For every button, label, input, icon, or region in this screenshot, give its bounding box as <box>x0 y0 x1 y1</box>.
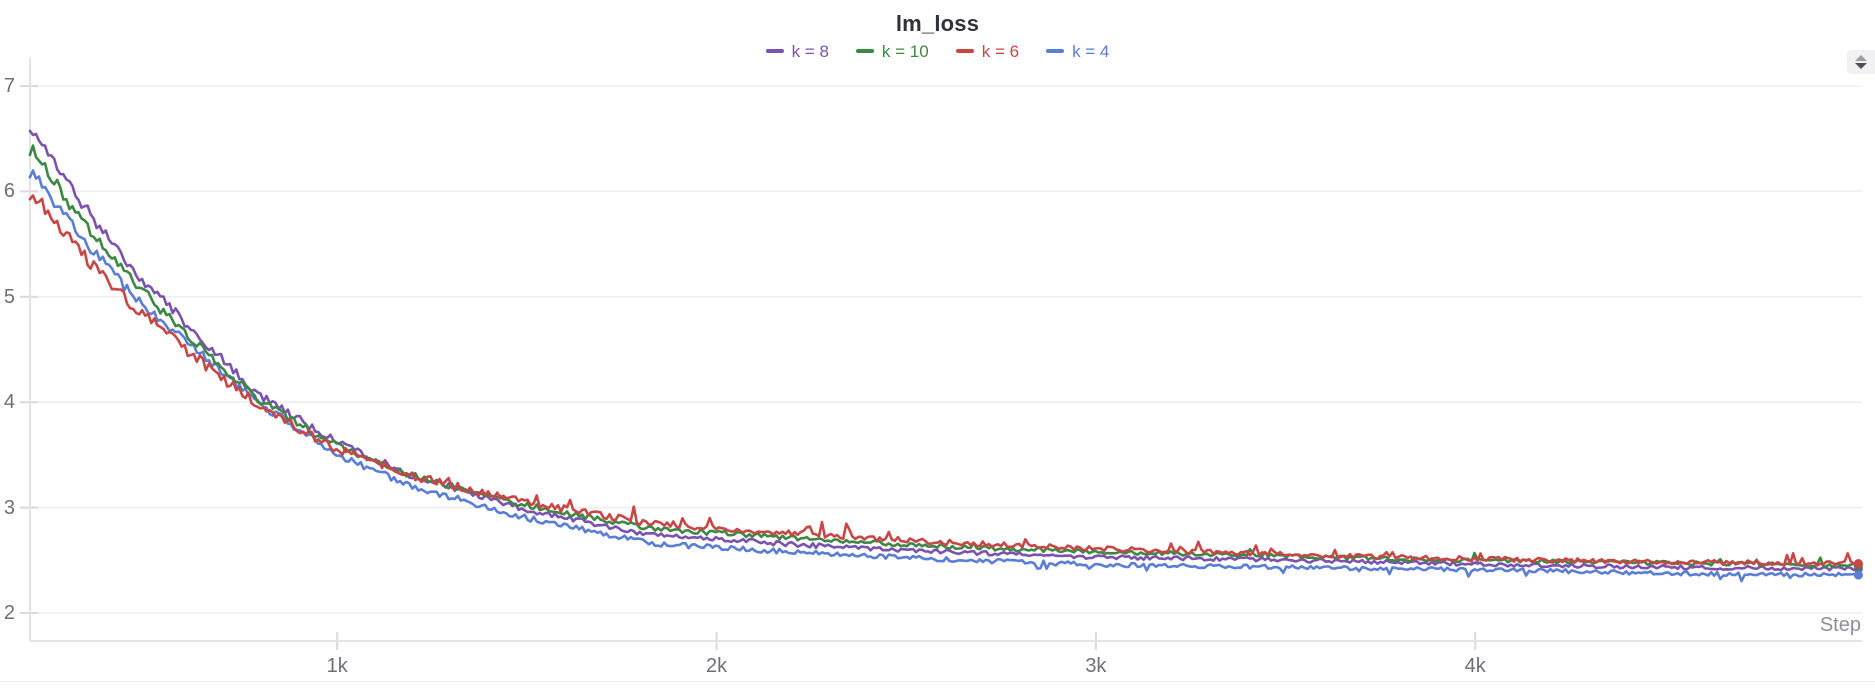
y-tick-label: 2 <box>3 602 15 624</box>
plot-area[interactable] <box>30 57 1862 641</box>
legend-swatch-icon <box>955 49 974 53</box>
panel-bottom-border <box>0 681 1875 682</box>
x-axis-title: Step <box>1819 614 1861 636</box>
series-line-k=6[interactable] <box>28 194 1860 567</box>
x-tick-label: 3k <box>1085 655 1107 677</box>
y-tick-label: 3 <box>3 496 15 519</box>
x-tick-label: 1k <box>326 655 348 677</box>
chevron-down-icon <box>1855 63 1867 69</box>
series-endpoint-k=6 <box>1853 559 1863 568</box>
legend-label: k = 10 <box>881 41 929 61</box>
legend-item-k=6[interactable]: k = 6 <box>955 41 1020 61</box>
legend-swatch-icon <box>765 49 784 53</box>
y-tick-label: 6 <box>3 180 15 203</box>
y-tick-label: 7 <box>3 75 15 97</box>
legend-label: k = 4 <box>1072 41 1110 61</box>
legend-item-k=10[interactable]: k = 10 <box>855 41 929 61</box>
legend-item-k=4[interactable]: k = 4 <box>1046 43 1109 60</box>
y-tick-label: 4 <box>3 391 15 414</box>
y-tick-label: 5 <box>3 285 15 308</box>
series-endpoint-k=4 <box>1853 570 1863 580</box>
x-tick-label: 4k <box>1464 655 1486 677</box>
panel-stepper-button[interactable] <box>1847 50 1875 74</box>
legend-swatch-icon <box>855 49 874 53</box>
x-tick-label: 2k <box>705 655 728 677</box>
legend-item-k=8[interactable]: k = 8 <box>765 41 829 61</box>
legend-label: k = 6 <box>981 41 1020 61</box>
legend-label: k = 8 <box>791 41 829 61</box>
chart-legend: k = 8 k = 10 k = 6 k = 4 <box>0 40 1875 62</box>
chart-title: lm_loss <box>895 11 980 36</box>
legend-swatch-icon <box>1046 49 1065 53</box>
series-line-k=4[interactable] <box>28 169 1860 583</box>
chevron-up-icon <box>1855 55 1867 61</box>
